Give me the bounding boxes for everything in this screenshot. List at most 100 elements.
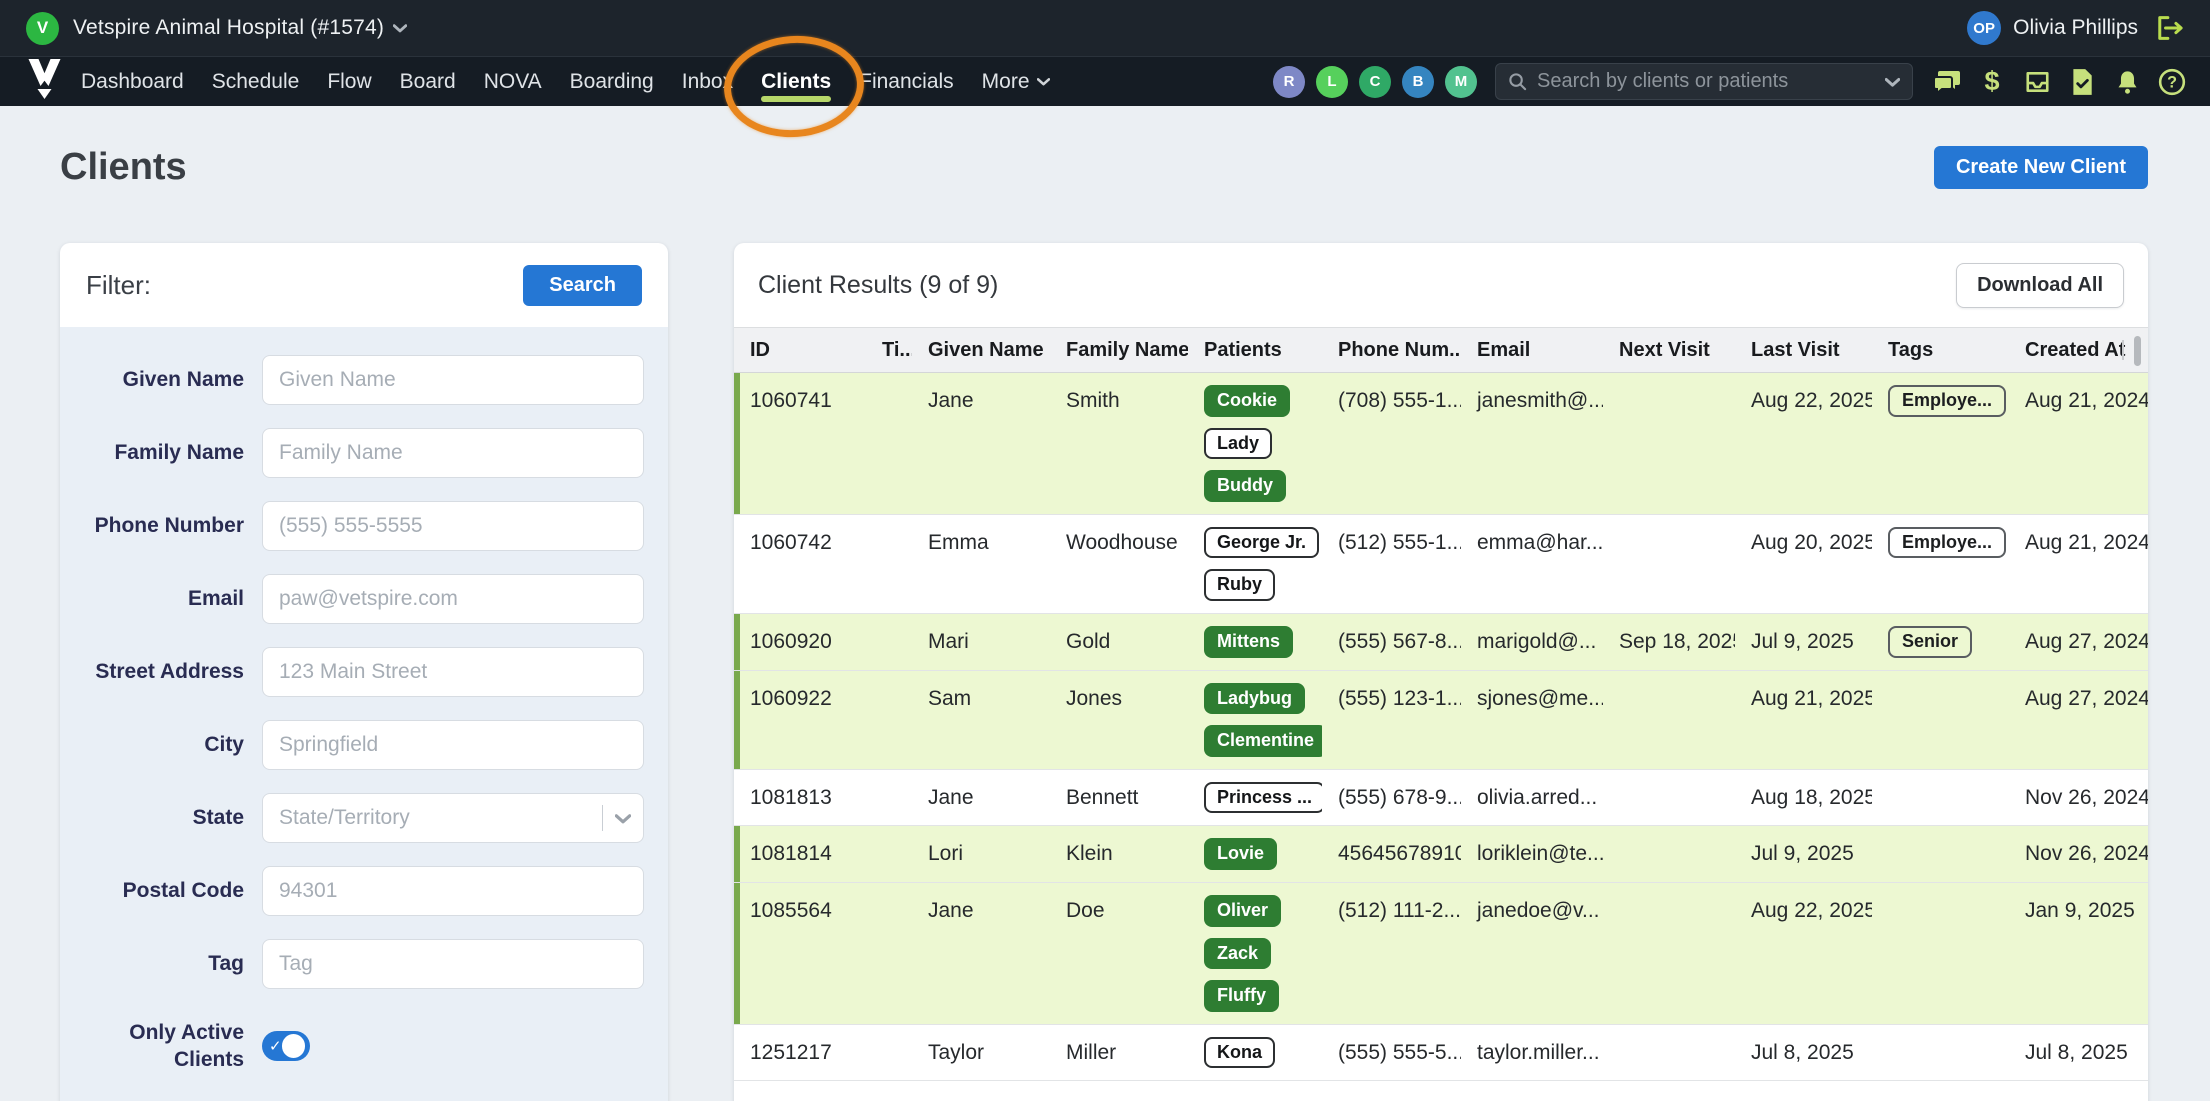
client-row[interactable]: 1085564 Jane Doe Oliver Zack Fluffy (512) 111-…: [734, 882, 2148, 1025]
city-input[interactable]: [262, 720, 644, 770]
state-select[interactable]: State/Territory: [262, 793, 644, 843]
nav-item-boarding[interactable]: Boarding: [570, 57, 654, 107]
column-header-ti[interactable]: Ti...: [866, 339, 912, 362]
create-new-client-button[interactable]: Create New Client: [1933, 146, 2148, 189]
nav-item-clients[interactable]: Clients: [761, 57, 832, 107]
nav-item-more[interactable]: More: [982, 57, 1050, 107]
family-name-input[interactable]: [262, 428, 644, 478]
street-address-input[interactable]: [262, 647, 644, 697]
nav-item-inbox[interactable]: Inbox: [682, 57, 733, 107]
team-avatar-c[interactable]: C: [1359, 65, 1391, 98]
nav-item-schedule[interactable]: Schedule: [212, 57, 300, 107]
document-check-icon[interactable]: [2068, 68, 2096, 96]
client-row[interactable]: 1060742 Emma Woodhouse George Jr. Ruby (512) …: [734, 514, 2148, 614]
client-row[interactable]: 1060920 Mari Gold Mittens (555) 567-8... mari…: [734, 613, 2148, 671]
nav-item-flow[interactable]: Flow: [327, 57, 371, 107]
patient-badge[interactable]: Ruby: [1204, 569, 1275, 601]
column-header-next-visit[interactable]: Next Visit: [1603, 339, 1735, 362]
patient-badge[interactable]: Oliver: [1204, 894, 1282, 927]
client-row[interactable]: 1251217 Taylor Miller Kona (555) 555-5... tay…: [734, 1024, 2148, 1082]
tag-badge[interactable]: Senior: [1888, 625, 1973, 658]
nav-item-nova[interactable]: NOVA: [484, 57, 542, 107]
help-icon[interactable]: ?: [2158, 68, 2186, 96]
column-header-given-name[interactable]: Given Name: [912, 339, 1050, 362]
email-label: Email: [187, 587, 244, 611]
search-chevron-down-icon[interactable]: [1885, 77, 1900, 87]
patient-badge[interactable]: Ladybug: [1204, 682, 1305, 715]
tag-input[interactable]: [262, 939, 644, 989]
client-results-panel: Client Results (9 of 9) Download All ID T…: [734, 243, 2148, 1101]
patient-badge[interactable]: Lady: [1204, 427, 1273, 460]
client-row[interactable]: 1081813 Jane Bennett Princess ... (555) 678-…: [734, 769, 2148, 827]
vetspire-logo-icon[interactable]: [26, 59, 63, 104]
only-active-clients-label: Only Active Clients: [129, 1021, 244, 1072]
column-header-phone-num[interactable]: Phone Num...: [1322, 339, 1461, 362]
download-all-button[interactable]: Download All: [1956, 262, 2124, 308]
global-search[interactable]: [1495, 63, 1913, 100]
tag-badge[interactable]: Employe...: [1888, 385, 2007, 417]
cell-id: 1081814: [750, 842, 832, 866]
team-avatar-m[interactable]: M: [1445, 65, 1477, 98]
patient-badge[interactable]: Fluffy: [1204, 980, 1279, 1012]
client-row[interactable]: 1060922 Sam Jones Ladybug Clementine (555) 12…: [734, 670, 2148, 770]
column-header-family-name[interactable]: Family Name: [1050, 339, 1188, 362]
team-avatar-r[interactable]: R: [1273, 65, 1305, 98]
family-name-label: Family Name: [114, 441, 244, 465]
search-input[interactable]: [1537, 70, 1875, 93]
tag-row: Tag: [84, 939, 644, 989]
nav-item-board[interactable]: Board: [400, 57, 456, 107]
column-header-tags[interactable]: Tags: [1872, 339, 2009, 362]
nav-item-dashboard[interactable]: Dashboard: [81, 57, 184, 107]
phone-number-input[interactable]: [262, 501, 644, 551]
org-name[interactable]: Vetspire Animal Hospital (#1574): [73, 16, 385, 39]
nav-item-label: Schedule: [211, 69, 300, 93]
patient-badge[interactable]: Buddy: [1204, 470, 1286, 502]
column-header-last-visit[interactable]: Last Visit: [1735, 339, 1872, 362]
cell-title: [866, 782, 912, 814]
only-active-clients-toggle[interactable]: ✓: [262, 1031, 310, 1062]
tag-label: Tag: [208, 952, 244, 976]
cell-next-visit: [1603, 895, 1735, 1012]
patient-badge[interactable]: Cookie: [1204, 385, 1291, 417]
nav-item-financials[interactable]: Financials: [859, 57, 954, 107]
postal-code-input[interactable]: [262, 866, 644, 916]
column-header-patients[interactable]: Patients: [1188, 339, 1322, 362]
cell-title: [866, 838, 912, 870]
scrollbar-thumb[interactable]: [2134, 336, 2141, 366]
given-name-input[interactable]: [262, 355, 644, 405]
patient-badge[interactable]: Princess ...: [1204, 781, 1322, 814]
patient-badge[interactable]: Clementine: [1204, 725, 1322, 757]
billing-dollar-icon[interactable]: $: [1984, 66, 2000, 96]
inbox-tray-icon[interactable]: [2023, 68, 2051, 96]
email-input[interactable]: [262, 574, 644, 624]
column-header-created-at[interactable]: Created At: [2009, 339, 2148, 362]
cell-title: [866, 527, 912, 601]
patient-badge[interactable]: Kona: [1204, 1036, 1275, 1069]
cell-phone: (512) 555-1...: [1338, 530, 1461, 554]
family-name-row: Family Name: [84, 428, 644, 478]
chevron-down-icon[interactable]: [393, 23, 408, 33]
cell-given-name: Taylor: [928, 1040, 985, 1064]
filter-search-button[interactable]: Search: [523, 264, 642, 306]
filter-body: Given Name Family Name Phone Number Email St…: [60, 327, 668, 1101]
tag-badge[interactable]: Employe...: [1888, 526, 2007, 559]
client-row[interactable]: 1060741 Jane Smith Cookie Lady Buddy (708) 555…: [734, 373, 2148, 515]
notifications-bell-icon[interactable]: [2113, 68, 2141, 96]
search-icon: [1509, 73, 1527, 91]
column-header-email[interactable]: Email: [1461, 339, 1603, 362]
logout-icon[interactable]: [2154, 14, 2184, 42]
team-avatar-b[interactable]: B: [1402, 65, 1434, 98]
patient-badge[interactable]: George Jr.: [1204, 526, 1320, 559]
filter-title: Filter:: [86, 269, 151, 300]
patient-badge[interactable]: Lovie: [1204, 838, 1278, 870]
user-avatar[interactable]: OP: [1967, 11, 2002, 45]
cell-family-name: Smith: [1066, 389, 1120, 412]
chat-icon[interactable]: [1933, 68, 1961, 96]
top-bar: V Vetspire Animal Hospital (#1574) OP Ol…: [0, 0, 2210, 56]
patient-badge[interactable]: Zack: [1204, 937, 1272, 970]
cell-patients: Kona: [1188, 1036, 1322, 1069]
client-row[interactable]: 1081814 Lori Klein Lovie 45645678910 loriklei…: [734, 826, 2148, 883]
column-header-id[interactable]: ID: [734, 339, 866, 362]
team-avatar-l[interactable]: L: [1316, 65, 1348, 98]
patient-badge[interactable]: Mittens: [1204, 625, 1293, 658]
